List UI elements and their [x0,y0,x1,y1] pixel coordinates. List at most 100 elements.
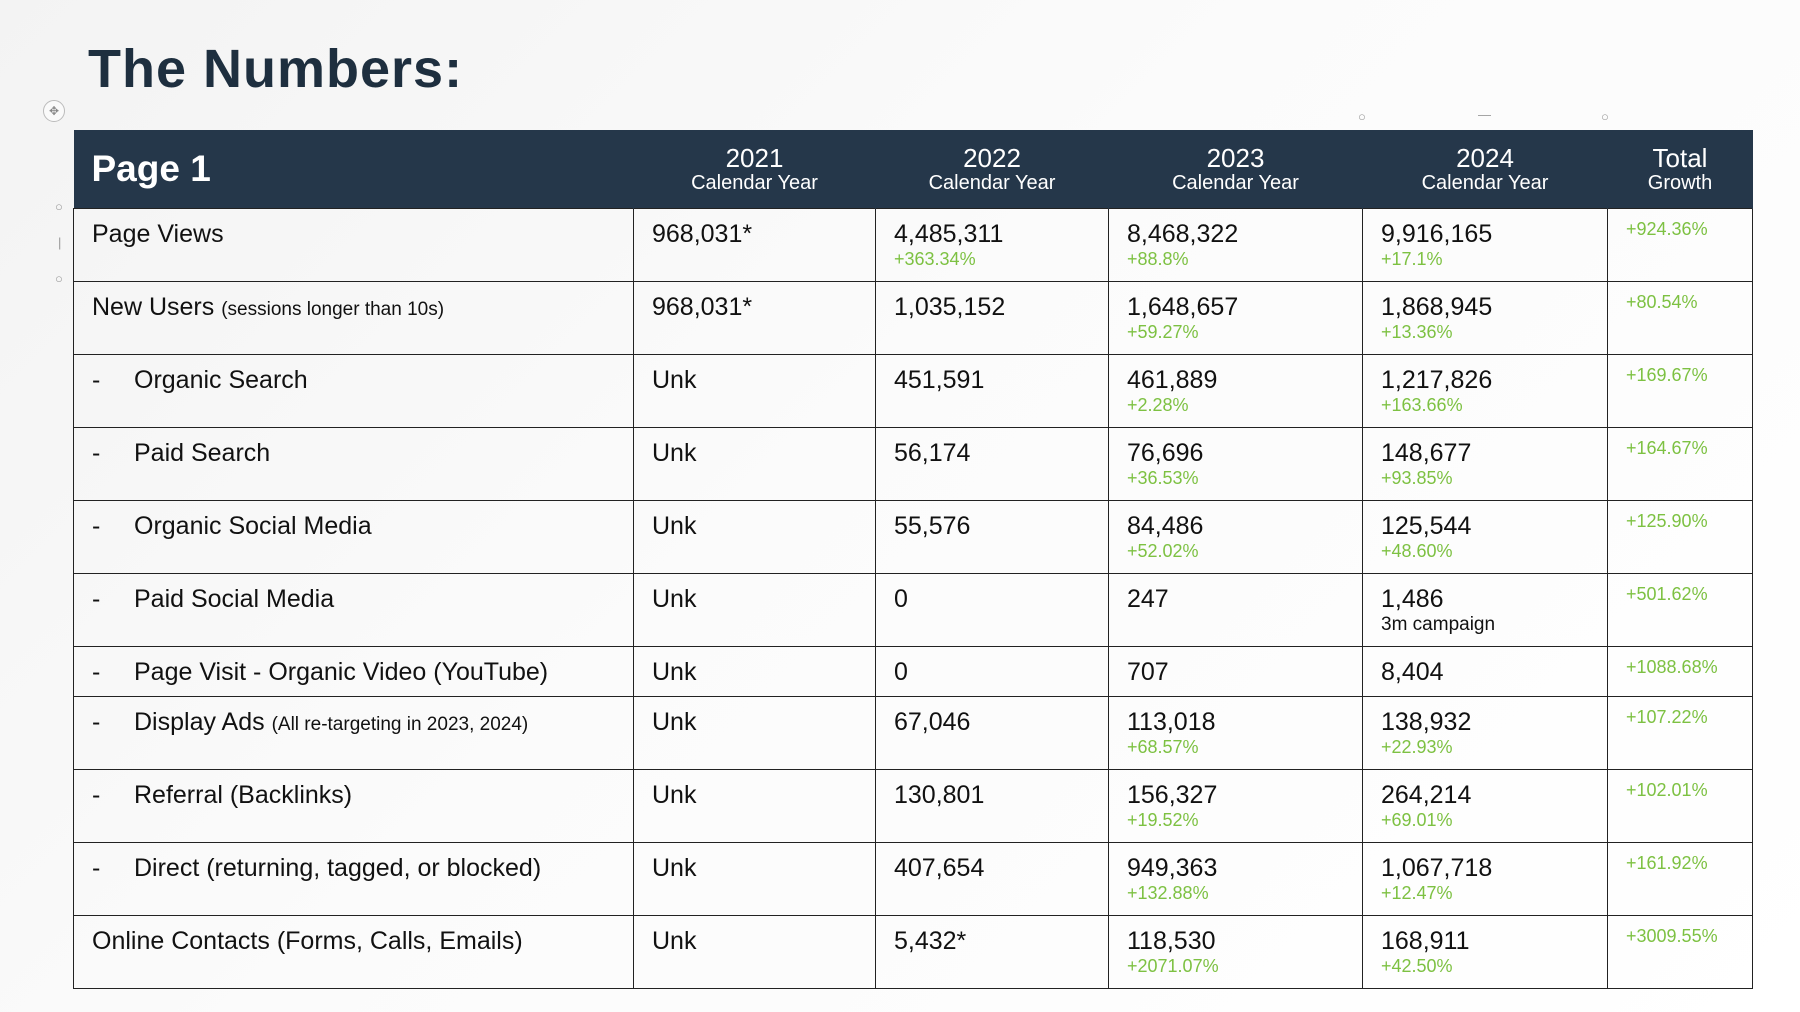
resize-handle-icon[interactable]: ○ [1358,109,1366,124]
cell-growth: +52.02% [1127,541,1199,561]
cell-2022[interactable]: 1,035,152 [875,281,1109,355]
indent-dash: - [92,366,101,394]
cell-2023[interactable]: 8,468,322 +88.8% [1108,208,1363,282]
row-label-cell[interactable]: New Users (sessions longer than 10s) [73,281,634,355]
cell-total-growth[interactable]: +1088.68% [1607,646,1753,697]
total-growth-value: +1088.68% [1626,657,1718,677]
resize-handle-icon[interactable]: ○ [55,199,63,214]
total-growth-value: +125.90% [1626,511,1708,531]
cell-2021[interactable]: Unk [633,696,876,770]
cell-2023[interactable]: 247 [1108,573,1363,647]
cell-value: 451,591 [894,366,985,394]
total-growth-value: +107.22% [1626,707,1708,727]
cell-2022[interactable]: 451,591 [875,354,1109,428]
cell-2024[interactable]: 1,486 3m campaign [1362,573,1608,647]
cell-2022[interactable]: 67,046 [875,696,1109,770]
cell-growth: +12.47% [1381,883,1453,903]
cell-2021[interactable]: Unk [633,354,876,428]
cell-total-growth[interactable]: +125.90% [1607,500,1753,574]
cell-total-growth[interactable]: +924.36% [1607,208,1753,282]
row-label-cell[interactable]: - Direct (returning, tagged, or blocked) [73,842,634,916]
cell-value: 130,801 [894,781,985,809]
cell-value: 8,468,322 [1127,220,1239,248]
cell-total-growth[interactable]: +169.67% [1607,354,1753,428]
cell-2021[interactable]: Unk [633,646,876,697]
cell-2023[interactable]: 118,530 +2071.07% [1108,915,1363,989]
resize-handle-icon[interactable]: ○ [55,271,63,286]
table-row: - Referral (Backlinks) Unk 130,801 156,327 +1… [73,769,1753,843]
cell-2021[interactable]: 968,031* [633,281,876,355]
total-growth-value: +169.67% [1626,365,1708,385]
cell-2024[interactable]: 125,544 +48.60% [1362,500,1608,574]
cell-2022[interactable]: 0 [875,573,1109,647]
cell-2023[interactable]: 84,486 +52.02% [1108,500,1363,574]
row-label-cell[interactable]: - Page Visit - Organic Video (YouTube) [73,646,634,697]
cell-2024[interactable]: 8,404 [1362,646,1608,697]
cell-value: 0 [894,585,908,613]
cell-2022[interactable]: 4,485,311 +363.34% [875,208,1109,282]
cell-total-growth[interactable]: +501.62% [1607,573,1753,647]
cell-2024[interactable]: 1,868,945 +13.36% [1362,281,1608,355]
row-label-cell[interactable]: Online Contacts (Forms, Calls, Emails) [73,915,634,989]
cell-2021[interactable]: 968,031* [633,208,876,282]
cell-2023[interactable]: 76,696 +36.53% [1108,427,1363,501]
cell-2021[interactable]: Unk [633,915,876,989]
cell-2023[interactable]: 707 [1108,646,1363,697]
row-label-cell[interactable]: - Organic Search [73,354,634,428]
cell-2024[interactable]: 1,067,718 +12.47% [1362,842,1608,916]
cell-total-growth[interactable]: +164.67% [1607,427,1753,501]
row-label: New Users [92,293,215,321]
cell-2023[interactable]: 156,327 +19.52% [1108,769,1363,843]
cell-2021[interactable]: Unk [633,500,876,574]
row-label-cell[interactable]: - Referral (Backlinks) [73,769,634,843]
row-label: Organic Social Media [134,512,372,540]
cell-2024[interactable]: 9,916,165 +17.1% [1362,208,1608,282]
cell-2021[interactable]: Unk [633,427,876,501]
cell-total-growth[interactable]: +3009.55% [1607,915,1753,989]
cell-2024[interactable]: 168,911 +42.50% [1362,915,1608,989]
indent-dash: - [92,512,101,540]
cell-value: 968,031* [652,220,753,248]
table-row: - Organic Social Media Unk 55,576 84,486 +52.… [73,500,1753,574]
total-growth-value: +924.36% [1626,219,1708,239]
cell-value: 118,530 [1127,927,1216,955]
row-label-cell[interactable]: Page Views [73,208,634,282]
cell-2021[interactable]: Unk [633,769,876,843]
cell-2022[interactable]: 55,576 [875,500,1109,574]
cell-2022[interactable]: 0 [875,646,1109,697]
cell-2022[interactable]: 407,654 [875,842,1109,916]
cell-2024[interactable]: 264,214 +69.01% [1362,769,1608,843]
row-label: Direct (returning, tagged, or blocked) [134,854,542,882]
resize-handle-icon[interactable]: ○ [1601,109,1609,124]
cell-2023[interactable]: 1,648,657 +59.27% [1108,281,1363,355]
numbers-table[interactable]: Page 1 2021 Calendar Year 2022 Calendar Ye… [73,130,1753,989]
row-label-cell[interactable]: - Display Ads (All re-targeting in 2023, … [73,696,634,770]
cell-2024[interactable]: 1,217,826 +163.66% [1362,354,1608,428]
cell-2021[interactable]: Unk [633,842,876,916]
resize-handle-icon[interactable]: | [58,235,62,250]
cell-2024[interactable]: 138,932 +22.93% [1362,696,1608,770]
cell-2021[interactable]: Unk [633,573,876,647]
cell-total-growth[interactable]: +80.54% [1607,281,1753,355]
cell-2024[interactable]: 148,677 +93.85% [1362,427,1608,501]
indent-dash: - [92,585,101,613]
cell-2022[interactable]: 5,432* [875,915,1109,989]
cell-total-growth[interactable]: +161.92% [1607,842,1753,916]
table-row: - Paid Social Media Unk 0 247 1,486 3m campaig… [73,573,1753,647]
cell-growth: +36.53% [1127,468,1199,488]
cell-total-growth[interactable]: +107.22% [1607,696,1753,770]
table-row: New Users (sessions longer than 10s) 968,… [73,281,1753,355]
cell-value: 264,214 [1381,781,1472,809]
row-label-cell[interactable]: - Paid Social Media [73,573,634,647]
move-handle-icon[interactable]: ✥ [43,100,65,122]
row-label-cell[interactable]: - Paid Search [73,427,634,501]
row-label-cell[interactable]: - Organic Social Media [73,500,634,574]
cell-2022[interactable]: 56,174 [875,427,1109,501]
cell-2023[interactable]: 461,889 +2.28% [1108,354,1363,428]
cell-total-growth[interactable]: +102.01% [1607,769,1753,843]
table-row: Page Views 968,031* 4,485,311 +363.34% 8,468… [73,208,1753,282]
cell-2022[interactable]: 130,801 [875,769,1109,843]
cell-2023[interactable]: 949,363 +132.88% [1108,842,1363,916]
cell-2023[interactable]: 113,018 +68.57% [1108,696,1363,770]
resize-handle-icon[interactable]: — [1478,107,1491,122]
